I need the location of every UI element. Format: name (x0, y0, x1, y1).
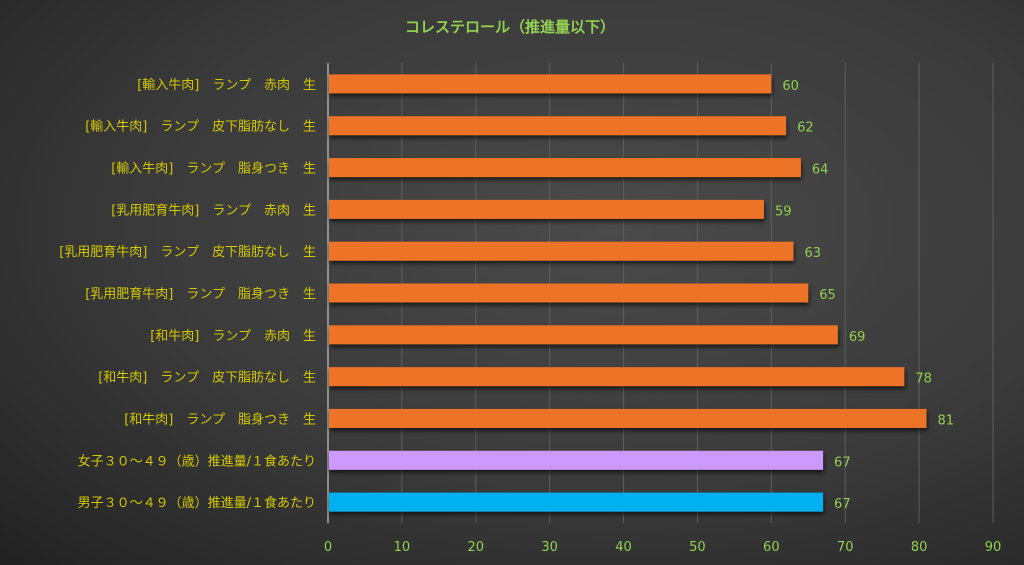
category-label: [乳用肥育牛肉] ランプ 皮下脂肪なし 生 (59, 244, 316, 260)
bar (329, 283, 809, 303)
chart-title: コレステロール（推進量以下） (405, 18, 615, 36)
data-label: 59 (775, 204, 792, 219)
bar (329, 116, 787, 136)
data-label: 65 (819, 288, 836, 303)
bar (329, 74, 772, 94)
x-tick-label: 50 (689, 540, 706, 555)
bar (329, 450, 824, 470)
x-tick-label: 0 (324, 540, 332, 555)
category-label: [輸入牛肉] ランプ 脂身つき 生 (111, 161, 316, 177)
x-tick-label: 20 (468, 540, 485, 555)
bar (329, 367, 905, 387)
category-label: 男子３０～４９（歳）推進量/１食あたり (78, 495, 316, 511)
data-label: 63 (805, 246, 822, 261)
category-label: [乳用肥育牛肉] ランプ 脂身つき 生 (85, 286, 316, 302)
bar (329, 241, 794, 261)
x-tick-label: 70 (837, 540, 854, 555)
data-label: 78 (915, 372, 932, 387)
category-label: [和牛肉] ランプ 皮下脂肪なし 生 (98, 370, 316, 386)
bar (329, 158, 801, 178)
bar (329, 325, 838, 345)
data-label: 67 (834, 497, 851, 512)
category-label: [和牛肉] ランプ 脂身つき 生 (124, 411, 316, 427)
category-label: [輸入牛肉] ランプ 赤肉 生 (137, 78, 316, 93)
x-tick-label: 60 (763, 540, 780, 555)
x-tick-label: 40 (615, 540, 632, 555)
x-tick-label: 30 (541, 540, 558, 555)
bar (329, 492, 824, 512)
category-label: [輸入牛肉] ランプ 皮下脂肪なし 生 (85, 119, 316, 135)
bar (329, 199, 764, 219)
data-label: 67 (834, 455, 851, 470)
data-label: 60 (782, 79, 799, 94)
data-label: 62 (797, 121, 814, 136)
x-tick-label: 90 (985, 540, 1002, 555)
category-label: [乳用肥育牛肉] ランプ 赤肉 生 (111, 202, 316, 218)
data-label: 81 (938, 413, 955, 428)
category-label: 女子３０～４９（歳）推進量/１食あたり (78, 453, 316, 469)
data-label: 69 (849, 330, 866, 345)
bar (329, 408, 927, 428)
x-tick-label: 10 (394, 540, 411, 555)
data-label: 64 (812, 163, 829, 178)
category-label: [和牛肉] ランプ 赤肉 生 (150, 329, 316, 344)
x-tick-label: 80 (911, 540, 928, 555)
